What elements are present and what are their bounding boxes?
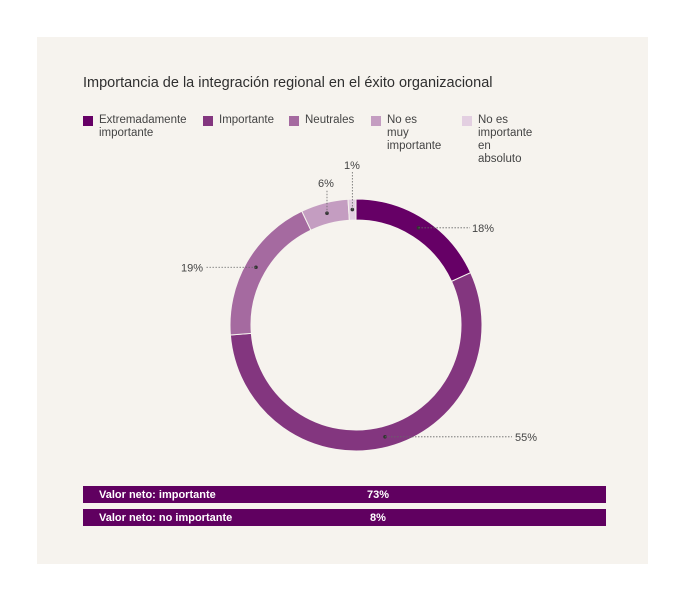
legend-label: Importante (219, 114, 274, 126)
chart-title: Importancia de la integración regional e… (83, 75, 493, 91)
data-label: 18% (472, 223, 494, 235)
legend-label: No es muy importante (387, 114, 442, 152)
legend-swatch (83, 116, 93, 126)
donut-slice (229, 210, 312, 336)
legend-item: Extremadamente importante (83, 114, 187, 140)
net-not-important-value: 8% (370, 512, 386, 524)
legend-swatch (289, 116, 299, 126)
net-important-bar: Valor neto: importante 73% (83, 486, 606, 503)
donut-slice (355, 198, 472, 283)
data-label: 1% (344, 160, 360, 172)
legend-item: Importante (203, 114, 274, 127)
legend-swatch (371, 116, 381, 126)
chart-card: Importancia de la integración regional e… (37, 37, 648, 564)
donut-slice (301, 198, 350, 231)
legend-label: Neutrales (305, 114, 355, 126)
legend-label: Extremadamente importante (99, 114, 187, 139)
legend-item: Neutrales (289, 114, 354, 127)
data-label: 19% (181, 262, 203, 274)
legend-swatch (203, 116, 213, 126)
legend-item: No es muy importante (371, 114, 441, 153)
net-not-important-label: Valor neto: no importante (99, 512, 233, 524)
net-not-important-bar: Valor neto: no importante 8% (83, 509, 606, 526)
legend-item: No es importante en absoluto (462, 114, 532, 166)
data-label: 55% (515, 432, 537, 444)
legend-swatch (462, 116, 472, 126)
net-important-value: 73% (366, 489, 390, 501)
donut-slice (229, 271, 483, 452)
data-label: 6% (318, 178, 334, 190)
legend-label: No es importante en absoluto (478, 114, 533, 165)
net-important-label: Valor neto: importante (99, 489, 216, 501)
